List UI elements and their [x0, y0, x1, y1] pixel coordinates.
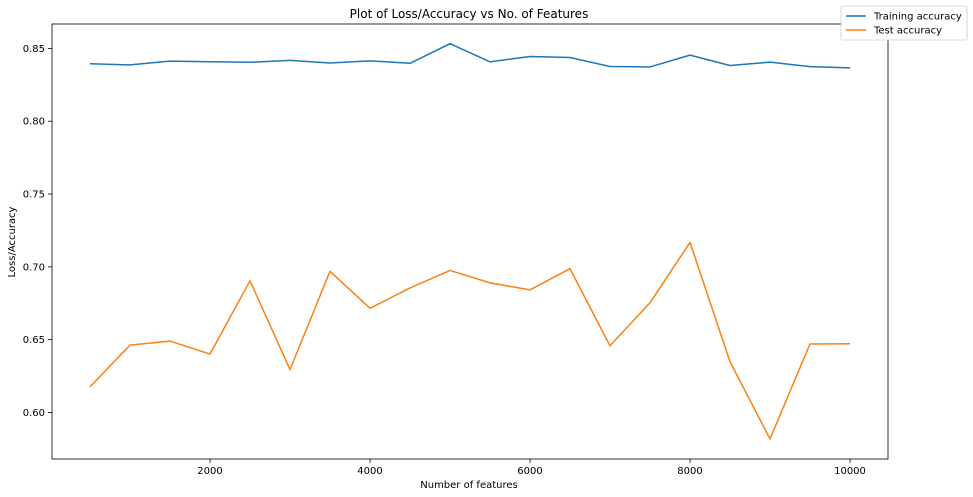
series-line-0	[89, 42, 851, 69]
legend: Training accuracy Test accuracy	[840, 5, 968, 41]
y-tick-label: 0.65	[23, 335, 45, 346]
x-tick-label: 4000	[357, 466, 382, 477]
series-line-1	[89, 241, 851, 440]
y-tick-label: 0.85	[23, 44, 45, 55]
series-lines	[89, 42, 851, 440]
x-tick-label: 8000	[677, 466, 702, 477]
y-tick-label: 0.80	[23, 117, 45, 128]
x-tick-label: 6000	[517, 466, 542, 477]
x-tick-label: 10000	[834, 466, 866, 477]
x-axis-ticks: 2000 4000 6000 8000 10000	[197, 459, 866, 477]
chart-title: Plot of Loss/Accuracy vs No. of Features	[350, 7, 589, 21]
y-axis-ticks: 0.60 0.65 0.70 0.75 0.80 0.85	[23, 44, 52, 419]
legend-label-0: Training accuracy	[873, 12, 962, 23]
y-tick-label: 0.70	[23, 262, 45, 273]
plot-area: 2000 4000 6000 8000 10000 0.600.650.700.750.…	[23, 23, 889, 477]
y-tick-label: 0.75	[23, 190, 45, 201]
plot-frame	[51, 23, 889, 460]
x-axis-label: Number of features	[420, 480, 517, 491]
y-axis-label: Loss/Accuracy	[7, 206, 18, 277]
legend-label-1: Test accuracy	[873, 26, 942, 37]
legend-box	[840, 5, 968, 41]
y-tick-label: 0.60	[23, 408, 45, 419]
x-tick-label: 2000	[197, 466, 222, 477]
